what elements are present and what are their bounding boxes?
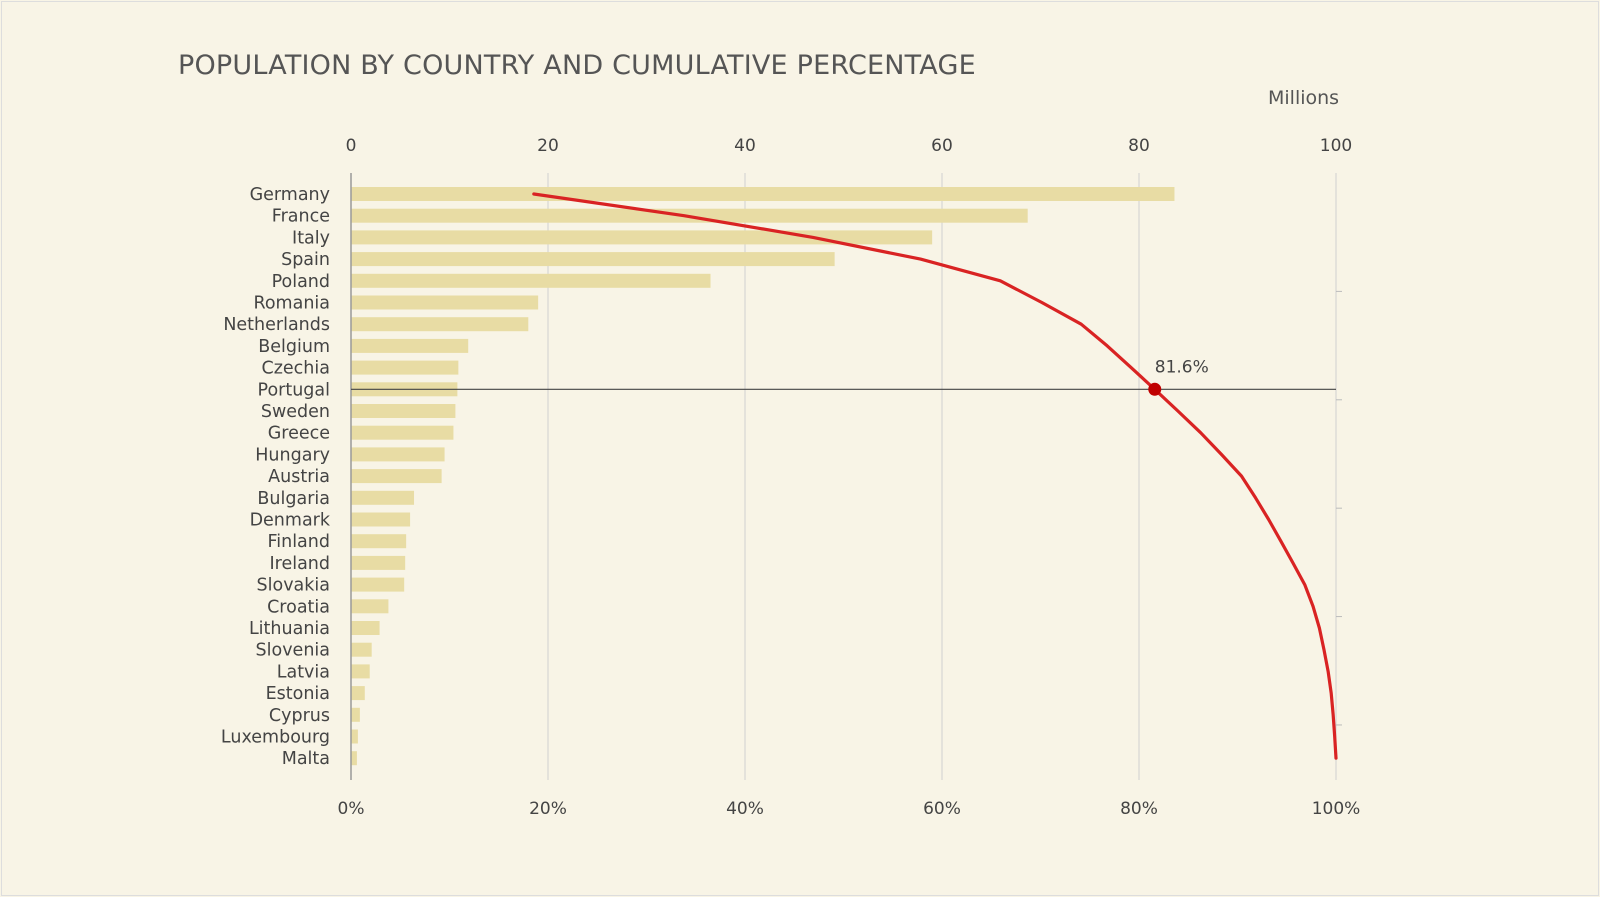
- chart-title: POPULATION BY COUNTRY AND CUMULATIVE PER…: [178, 50, 976, 81]
- bar-sweden: [351, 404, 456, 418]
- bottom-tick-label: 60%: [923, 799, 961, 819]
- category-label: Poland: [272, 272, 330, 292]
- bar-greece: [351, 425, 454, 440]
- top-tick-label: 20: [537, 136, 559, 156]
- bar-hungary: [351, 447, 445, 462]
- category-label: Netherlands: [223, 315, 330, 335]
- category-label: Slovakia: [257, 576, 330, 596]
- bar-latvia: [351, 664, 370, 679]
- bar-estonia: [351, 686, 365, 701]
- bar-croatia: [351, 599, 389, 614]
- bar-poland: [351, 273, 711, 288]
- category-label: Denmark: [250, 511, 331, 531]
- category-label: Bulgaria: [257, 489, 330, 509]
- bar-finland: [351, 534, 407, 549]
- category-label: Germany: [250, 185, 330, 205]
- bar-austria: [351, 469, 442, 484]
- bar-czechia: [351, 360, 459, 375]
- category-label: Croatia: [267, 597, 330, 617]
- bar-spain: [351, 252, 835, 267]
- bar-romania: [351, 295, 539, 310]
- top-tick-label: 80: [1128, 136, 1150, 156]
- bar-netherlands: [351, 317, 529, 332]
- bottom-tick-label: 80%: [1120, 799, 1158, 819]
- category-label: Belgium: [258, 337, 330, 357]
- category-label: Spain: [281, 250, 330, 270]
- bar-slovakia: [351, 577, 405, 592]
- bottom-tick-label: 40%: [726, 799, 764, 819]
- category-label: Lithuania: [249, 619, 330, 639]
- category-label: Romania: [253, 294, 330, 314]
- bar-cyprus: [351, 707, 360, 722]
- category-label: Austria: [268, 467, 330, 487]
- category-label: Portugal: [258, 380, 330, 400]
- highlight-label: 81.6%: [1155, 357, 1209, 377]
- category-label: Malta: [282, 749, 330, 769]
- bar-malta: [351, 751, 357, 766]
- cumulative-line: [532, 192, 1338, 760]
- category-label: Czechia: [262, 359, 330, 379]
- category-label: Finland: [267, 532, 330, 552]
- bar-denmark: [351, 512, 411, 527]
- category-label: Slovenia: [256, 641, 330, 661]
- bar-bulgaria: [351, 490, 415, 505]
- top-tick-label: 60: [931, 136, 953, 156]
- bar-slovenia: [351, 642, 372, 657]
- category-label: Greece: [268, 424, 330, 444]
- top-axis-label: Millions: [1268, 87, 1340, 109]
- category-label: France: [272, 207, 330, 227]
- top-tick-label: 100: [1320, 136, 1352, 156]
- category-label: Luxembourg: [221, 728, 330, 748]
- category-label: Hungary: [255, 445, 330, 465]
- bottom-tick-label: 20%: [529, 799, 567, 819]
- top-tick-label: 40: [734, 136, 756, 156]
- category-label: Latvia: [277, 662, 330, 682]
- bar-luxembourg: [351, 729, 358, 744]
- category-label: Cyprus: [269, 706, 330, 726]
- bottom-tick-label: 100%: [1312, 799, 1361, 819]
- bar-belgium: [351, 338, 469, 353]
- category-label: Estonia: [266, 684, 330, 704]
- category-label: Ireland: [269, 554, 330, 574]
- top-tick-label: 0: [346, 136, 357, 156]
- highlight-marker: [1148, 382, 1162, 396]
- bottom-tick-label: 0%: [338, 799, 365, 819]
- bar-ireland: [351, 555, 406, 570]
- category-label: Sweden: [261, 402, 330, 422]
- bar-lithuania: [351, 621, 380, 635]
- category-label: Italy: [292, 228, 330, 248]
- bar-germany: [351, 187, 1175, 201]
